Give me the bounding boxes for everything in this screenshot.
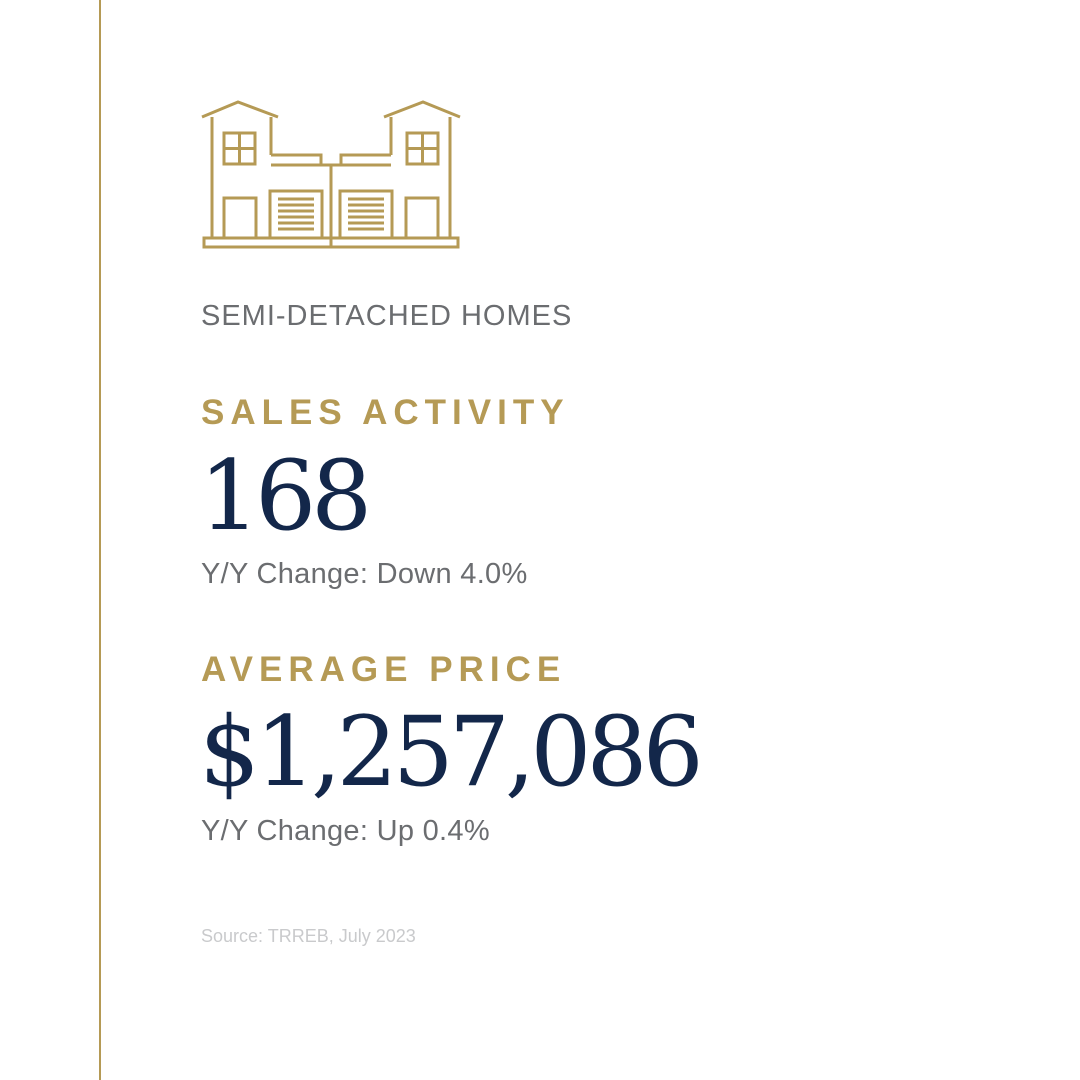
average-price-heading: AVERAGE PRICE	[201, 650, 567, 689]
sales-activity-heading: SALES ACTIVITY	[201, 393, 570, 432]
semi-detached-house-icon	[198, 98, 464, 252]
vertical-divider-line	[99, 0, 101, 1080]
price-yoy-change: Y/Y Change: Up 0.4%	[201, 815, 490, 847]
source-note: Source: TRREB, July 2023	[201, 926, 416, 946]
average-price-value: $1,257,086	[199, 696, 704, 808]
category-label: SEMI-DETACHED HOMES	[201, 300, 573, 332]
sales-activity-value: 168	[199, 440, 372, 552]
sales-yoy-change: Y/Y Change: Down 4.0%	[201, 558, 528, 590]
